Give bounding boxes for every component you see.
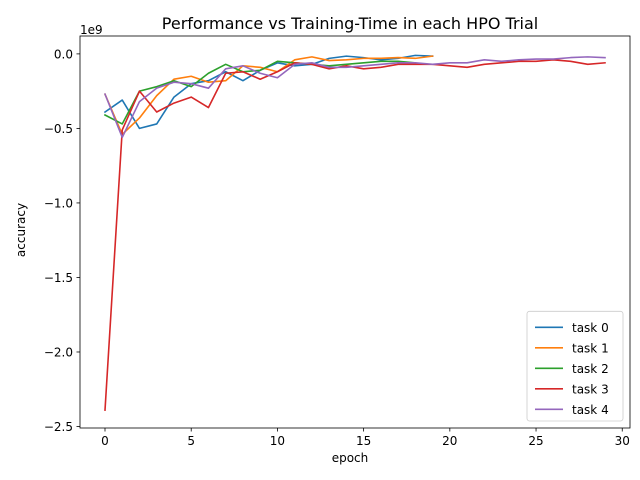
- x-tick-label: 20: [442, 434, 457, 448]
- x-tick-label: 15: [356, 434, 371, 448]
- legend-label: task 3: [572, 382, 609, 396]
- legend: task 0 task 1 task 2 task 3 task 4: [526, 310, 624, 422]
- legend-label: task 0: [572, 321, 609, 335]
- series-line-task-4: [103, 56, 606, 139]
- series-line-task-2: [103, 60, 417, 125]
- y-tick-label: −2.5: [44, 420, 73, 434]
- x-axis-label: epoch: [332, 451, 369, 465]
- y-tick-label: −1.5: [44, 271, 73, 285]
- y-tick-label: −1.0: [44, 196, 73, 210]
- plot-area: [103, 54, 606, 411]
- axes-frame: [79, 35, 631, 429]
- x-tick-label: 30: [615, 434, 630, 448]
- y-axis-offset-label: 1e9: [80, 23, 103, 37]
- x-tick-label: 25: [528, 434, 543, 448]
- y-tick-label: 0.0: [54, 47, 73, 61]
- series-line-task-1: [103, 55, 434, 136]
- y-axis-label: accuracy: [14, 203, 28, 257]
- legend-label: task 2: [572, 362, 609, 376]
- legend-label: task 1: [572, 341, 609, 355]
- legend-box: [526, 310, 624, 422]
- legend-label: task 4: [572, 403, 609, 417]
- y-tick-label: −2.0: [44, 345, 73, 359]
- x-tick-label: 10: [270, 434, 285, 448]
- chart-title: Performance vs Training-Time in each HPO…: [162, 14, 538, 33]
- x-tick-label: 0: [101, 434, 109, 448]
- axes: 0 5 10 15 20 25 30 0.0 −0.5 −1.0 −1.5 −2.0 −2.5: [44, 35, 631, 448]
- y-tick-label: −0.5: [44, 122, 73, 136]
- x-tick-label: 5: [187, 434, 195, 448]
